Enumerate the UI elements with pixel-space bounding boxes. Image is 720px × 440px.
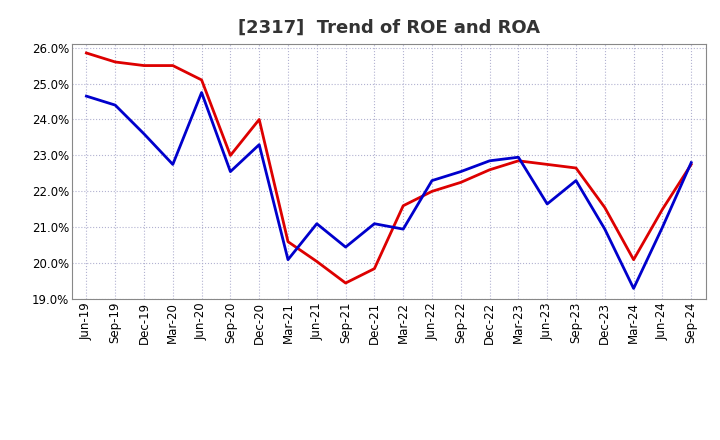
ROE — [658, 207, 667, 212]
ROA — [82, 93, 91, 99]
ROE — [82, 50, 91, 55]
ROE — [226, 153, 235, 158]
ROA — [284, 257, 292, 262]
ROE — [341, 280, 350, 286]
ROE — [629, 257, 638, 262]
ROA — [600, 227, 609, 232]
ROA — [341, 245, 350, 250]
ROE — [428, 189, 436, 194]
ROA — [312, 221, 321, 226]
ROA — [658, 225, 667, 230]
ROA — [140, 131, 148, 136]
ROA — [572, 178, 580, 183]
ROE — [572, 165, 580, 171]
ROA — [456, 169, 465, 174]
ROE — [687, 162, 696, 167]
ROE — [111, 59, 120, 65]
ROA — [255, 142, 264, 147]
ROE — [284, 239, 292, 244]
ROA — [226, 169, 235, 174]
ROA — [428, 178, 436, 183]
ROE — [600, 205, 609, 210]
ROE — [312, 259, 321, 264]
ROE — [370, 266, 379, 271]
Line: ROE: ROE — [86, 53, 691, 283]
ROA — [111, 103, 120, 108]
ROA — [370, 221, 379, 226]
ROA — [399, 227, 408, 232]
ROA — [543, 202, 552, 207]
ROE — [255, 117, 264, 122]
ROA — [485, 158, 494, 163]
ROA — [197, 90, 206, 95]
Title: [2317]  Trend of ROE and ROA: [2317] Trend of ROE and ROA — [238, 19, 540, 37]
ROE — [543, 162, 552, 167]
ROE — [456, 180, 465, 185]
ROA — [514, 154, 523, 160]
ROE — [140, 63, 148, 68]
ROE — [168, 63, 177, 68]
Line: ROA: ROA — [86, 92, 691, 288]
ROE — [197, 77, 206, 83]
ROE — [514, 158, 523, 163]
ROE — [399, 203, 408, 209]
ROA — [168, 162, 177, 167]
ROA — [687, 160, 696, 165]
ROE — [485, 167, 494, 172]
ROA — [629, 286, 638, 291]
